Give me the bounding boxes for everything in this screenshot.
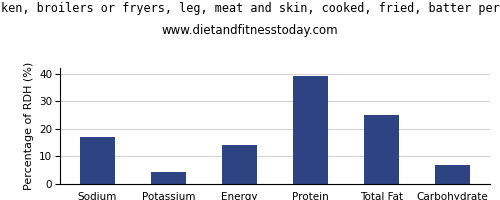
Bar: [364, 115, 400, 184]
Text: www.dietandfitnesstoday.com: www.dietandfitnesstoday.com: [162, 24, 338, 37]
Bar: [293, 76, 328, 184]
Bar: [150, 172, 186, 184]
Bar: [435, 165, 470, 184]
Y-axis label: Percentage of RDH (%): Percentage of RDH (%): [24, 62, 34, 190]
Bar: [222, 145, 257, 184]
Text: ken, broilers or fryers, leg, meat and skin, cooked, fried, batter per: ken, broilers or fryers, leg, meat and s…: [0, 2, 500, 15]
Bar: [80, 137, 115, 184]
